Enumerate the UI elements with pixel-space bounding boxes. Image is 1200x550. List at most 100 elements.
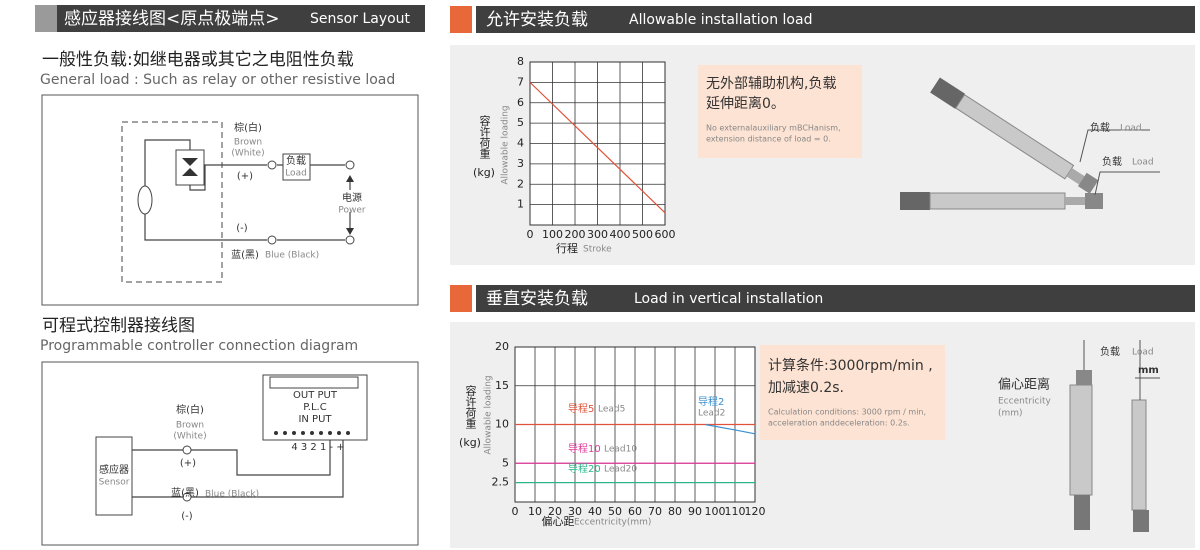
wire-label: 蓝(黑) [231,249,259,261]
y-axis-unit: (kg) [473,166,495,179]
plc-pins: 4 3 2 1 - + [291,442,344,453]
note-box [698,65,862,158]
header-title-en: Sensor Layout [310,11,411,27]
plc-label: P.L.C [303,402,326,413]
power-label: Power [338,206,366,216]
figure-label: mm [1138,365,1159,376]
figure-label: 负载 [1090,121,1110,134]
actuator-illustration [900,77,1160,210]
plc-label: OUT PUT [293,390,338,401]
wire-label: 棕(白) [234,121,262,134]
series-label-en: Lead2 [698,409,725,419]
vertical-illustration [1069,340,1160,532]
wire-label: Blue (Black) [205,490,259,500]
x-tick-label: 200 [565,228,586,241]
plc-label: IN PUT [298,414,332,425]
y-axis-label-en: Allowable loading [501,105,511,184]
y-axis-unit: (kg) [459,436,481,449]
wiring-diagram [121,121,355,283]
x-tick-label: 80 [668,505,682,518]
figure-label: 负载 [1100,345,1120,358]
header-bar [476,285,1195,312]
polarity: (-) [181,511,193,522]
series-label-en: Lead5 [598,405,625,415]
sensor-label: 感应器 [99,463,129,476]
x-tick-label: 20 [548,505,562,518]
y-tick-label: 7 [517,75,524,88]
x-axis-label-en: Stroke [583,245,612,255]
y-tick-label: 8 [517,55,524,68]
note-text: acceleration anddeceleration: 0.2s. [768,419,910,428]
polarity: (+) [237,171,253,182]
load-label: Load [285,169,307,179]
figure-label: (mm) [998,409,1023,419]
polarity: (-) [236,223,248,234]
wire-label: 蓝(黑) [171,487,199,499]
header-mark [35,5,57,32]
x-tick-label: 600 [655,228,676,241]
y-tick-label: 20 [495,340,509,353]
diagram-frame [41,94,419,306]
y-tick-label: 15 [495,379,509,392]
x-axis-label-en: Eccentricity(mm) [574,518,651,528]
series-line [529,81,666,214]
x-tick-label: 10 [528,505,542,518]
y-tick-label: 3 [517,157,524,170]
wire-label: (White) [173,432,206,442]
y-tick-label: 4 [517,137,524,150]
note-box [760,345,945,440]
series-label-en: Lead20 [604,465,637,475]
power-label: 电源 [342,191,362,204]
wire-label: (White) [231,149,264,159]
y-tick-label: 5 [517,116,524,129]
figure-label: 负载 [1102,155,1122,168]
header-title: 允许安装负载 [486,10,588,30]
figure-label: Load [1120,124,1142,134]
y-tick-label: 1 [517,198,524,211]
y-tick-label: 10 [495,418,509,431]
x-tick-label: 110 [725,505,746,518]
x-tick-label: 60 [628,505,642,518]
note-text: Calculation conditions: 3000 rpm / min, [768,408,926,417]
wire-label: Brown [234,138,262,148]
load-label: 负载 [286,154,306,167]
wire-label: 棕(白) [176,403,204,416]
x-tick-label: 300 [587,228,608,241]
figure-label: Load [1132,158,1154,168]
section-title: 一般性负载:如继电器或其它之电阻性负载 [42,50,354,70]
series-label-en: Lead10 [604,445,637,455]
x-tick-label: 0 [512,505,519,518]
x-tick-label: 50 [608,505,622,518]
x-axis-label: 偏心距 [542,514,575,528]
x-tick-label: 100 [542,228,563,241]
section-subtitle: Programmable controller connection diagr… [40,338,358,354]
x-tick-label: 90 [688,505,702,518]
x-tick-label: 120 [745,505,766,518]
header-mark [450,6,472,33]
note-text: extension distance of load = 0. [706,135,831,144]
y-tick-label: 2.5 [492,476,510,489]
header-bar [476,6,1195,33]
x-axis-label: 行程 [556,242,578,255]
wire-label: Blue (Black) [265,251,319,261]
series-label: 导程20 [568,463,601,475]
series-label: 导程10 [568,443,601,455]
series-line [704,423,756,435]
x-tick-label: 100 [705,505,726,518]
x-tick-label: 30 [568,505,582,518]
y-tick-label: 6 [517,96,524,109]
section-subtitle: General load : Such as relay or other re… [40,72,395,88]
section-title: 可程式控制器接线图 [42,316,195,336]
note-text: 无外部辅助机构,负载 [706,76,836,92]
series-label: 导程5 [568,403,594,415]
y-tick-label: 5 [502,456,509,469]
note-text: 延伸距离0。 [706,95,785,112]
y-axis-label: 容许荷重 [464,384,477,429]
y-axis-label-en: Allowable loading [484,375,494,454]
header-title-en: Allowable installation load [629,12,812,28]
header-title-en: Load in vertical installation [634,291,823,307]
figure-label: Eccentricity [998,397,1052,407]
sensor-label: Sensor [99,478,130,488]
